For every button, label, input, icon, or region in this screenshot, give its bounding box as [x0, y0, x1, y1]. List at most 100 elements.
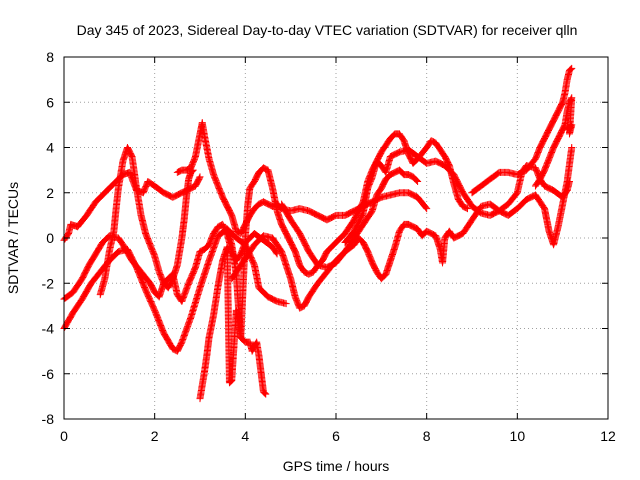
- marker-run: [112, 186, 122, 211]
- marker-run: [178, 315, 194, 345]
- marker-run: [378, 176, 389, 191]
- marker-run: [241, 204, 251, 241]
- marker-run: [224, 204, 235, 218]
- marker-run: [505, 190, 520, 207]
- marker-run: [550, 108, 562, 123]
- marker-run: [238, 335, 248, 345]
- marker-run: [442, 163, 457, 178]
- x-tick-label: 12: [600, 428, 616, 444]
- marker-run: [251, 170, 262, 184]
- marker-run: [142, 231, 154, 247]
- marker-run: [550, 224, 562, 247]
- marker-run: [61, 289, 76, 302]
- marker-run: [333, 230, 348, 246]
- marker-run: [342, 217, 357, 236]
- marker-run: [110, 206, 120, 234]
- marker-run: [151, 308, 167, 336]
- marker-run: [210, 224, 221, 236]
- marker-run: [369, 260, 380, 275]
- marker-run: [378, 142, 389, 155]
- series-4: [96, 144, 197, 299]
- marker-run: [265, 293, 280, 305]
- marker-run: [188, 183, 198, 192]
- marker-run: [383, 172, 393, 182]
- data-point: [563, 125, 571, 133]
- marker-run: [532, 192, 543, 205]
- marker-run: [297, 302, 307, 312]
- marker-run: [165, 276, 176, 291]
- x-tick-label: 2: [151, 428, 159, 444]
- marker-run: [378, 271, 389, 282]
- marker-run: [387, 244, 398, 263]
- marker-run: [247, 179, 258, 191]
- marker-run: [278, 201, 294, 223]
- x-axis-label: GPS time / hours: [283, 458, 390, 474]
- marker-run: [124, 247, 140, 270]
- marker-run: [269, 244, 280, 257]
- marker-run: [563, 145, 576, 184]
- marker-run: [478, 176, 493, 189]
- y-tick-label: -4: [42, 321, 55, 337]
- marker-run: [554, 201, 566, 229]
- marker-run: [406, 189, 420, 201]
- marker-run: [306, 207, 321, 219]
- marker-run: [128, 154, 140, 191]
- plot-frame: [63, 56, 609, 420]
- marker-run: [301, 294, 312, 309]
- marker-run: [124, 145, 135, 159]
- marker-run: [102, 181, 117, 196]
- marker-run: [396, 131, 407, 144]
- y-tick-label: -6: [42, 366, 55, 382]
- marker-run: [174, 235, 186, 268]
- marker-run: [269, 186, 281, 213]
- marker-run: [201, 242, 212, 252]
- marker-run: [115, 235, 126, 248]
- marker-run: [152, 183, 167, 196]
- marker-run: [237, 285, 247, 340]
- marker-run: [324, 239, 339, 255]
- marker-run: [278, 222, 290, 236]
- marker-run: [184, 164, 194, 174]
- x-tick-label: 10: [510, 428, 526, 444]
- marker-run: [541, 127, 552, 141]
- data-point: [196, 173, 204, 181]
- marker-run: [196, 382, 206, 401]
- x-tick-label: 6: [332, 428, 340, 444]
- marker-run: [180, 195, 190, 223]
- marker-run: [223, 244, 233, 385]
- marker-run: [324, 260, 339, 271]
- marker-run: [505, 205, 520, 219]
- y-tick-label: -8: [42, 411, 55, 427]
- marker-run: [410, 156, 421, 166]
- marker-run: [561, 77, 571, 96]
- tick-layer: 0 2 4 6 8 10 12 -8 -6 -4 -2 0 2 4 6 8: [42, 49, 616, 444]
- marker-run: [555, 127, 566, 141]
- marker-run: [226, 377, 235, 386]
- marker-run: [175, 167, 185, 176]
- marker-run: [432, 233, 444, 252]
- marker-run: [93, 190, 108, 205]
- marker-run: [460, 203, 470, 212]
- marker-run: [138, 269, 153, 286]
- marker-run: [156, 269, 167, 286]
- marker-run: [451, 230, 466, 241]
- marker-run: [261, 164, 271, 174]
- marker-run: [255, 353, 265, 376]
- marker-run: [265, 201, 275, 210]
- marker-run: [70, 296, 85, 315]
- marker-run: [406, 147, 421, 160]
- marker-run: [183, 177, 192, 200]
- series-9: [278, 166, 422, 271]
- marker-run: [205, 312, 217, 340]
- marker-run: [251, 201, 262, 212]
- series-3: [60, 168, 204, 244]
- marker-run: [185, 265, 199, 286]
- marker-run: [523, 156, 539, 173]
- marker-run: [514, 170, 526, 195]
- marker-run: [210, 283, 222, 318]
- marker-run: [264, 167, 276, 191]
- y-tick-label: 6: [46, 94, 54, 110]
- marker-run: [433, 158, 448, 169]
- marker-run: [559, 188, 570, 200]
